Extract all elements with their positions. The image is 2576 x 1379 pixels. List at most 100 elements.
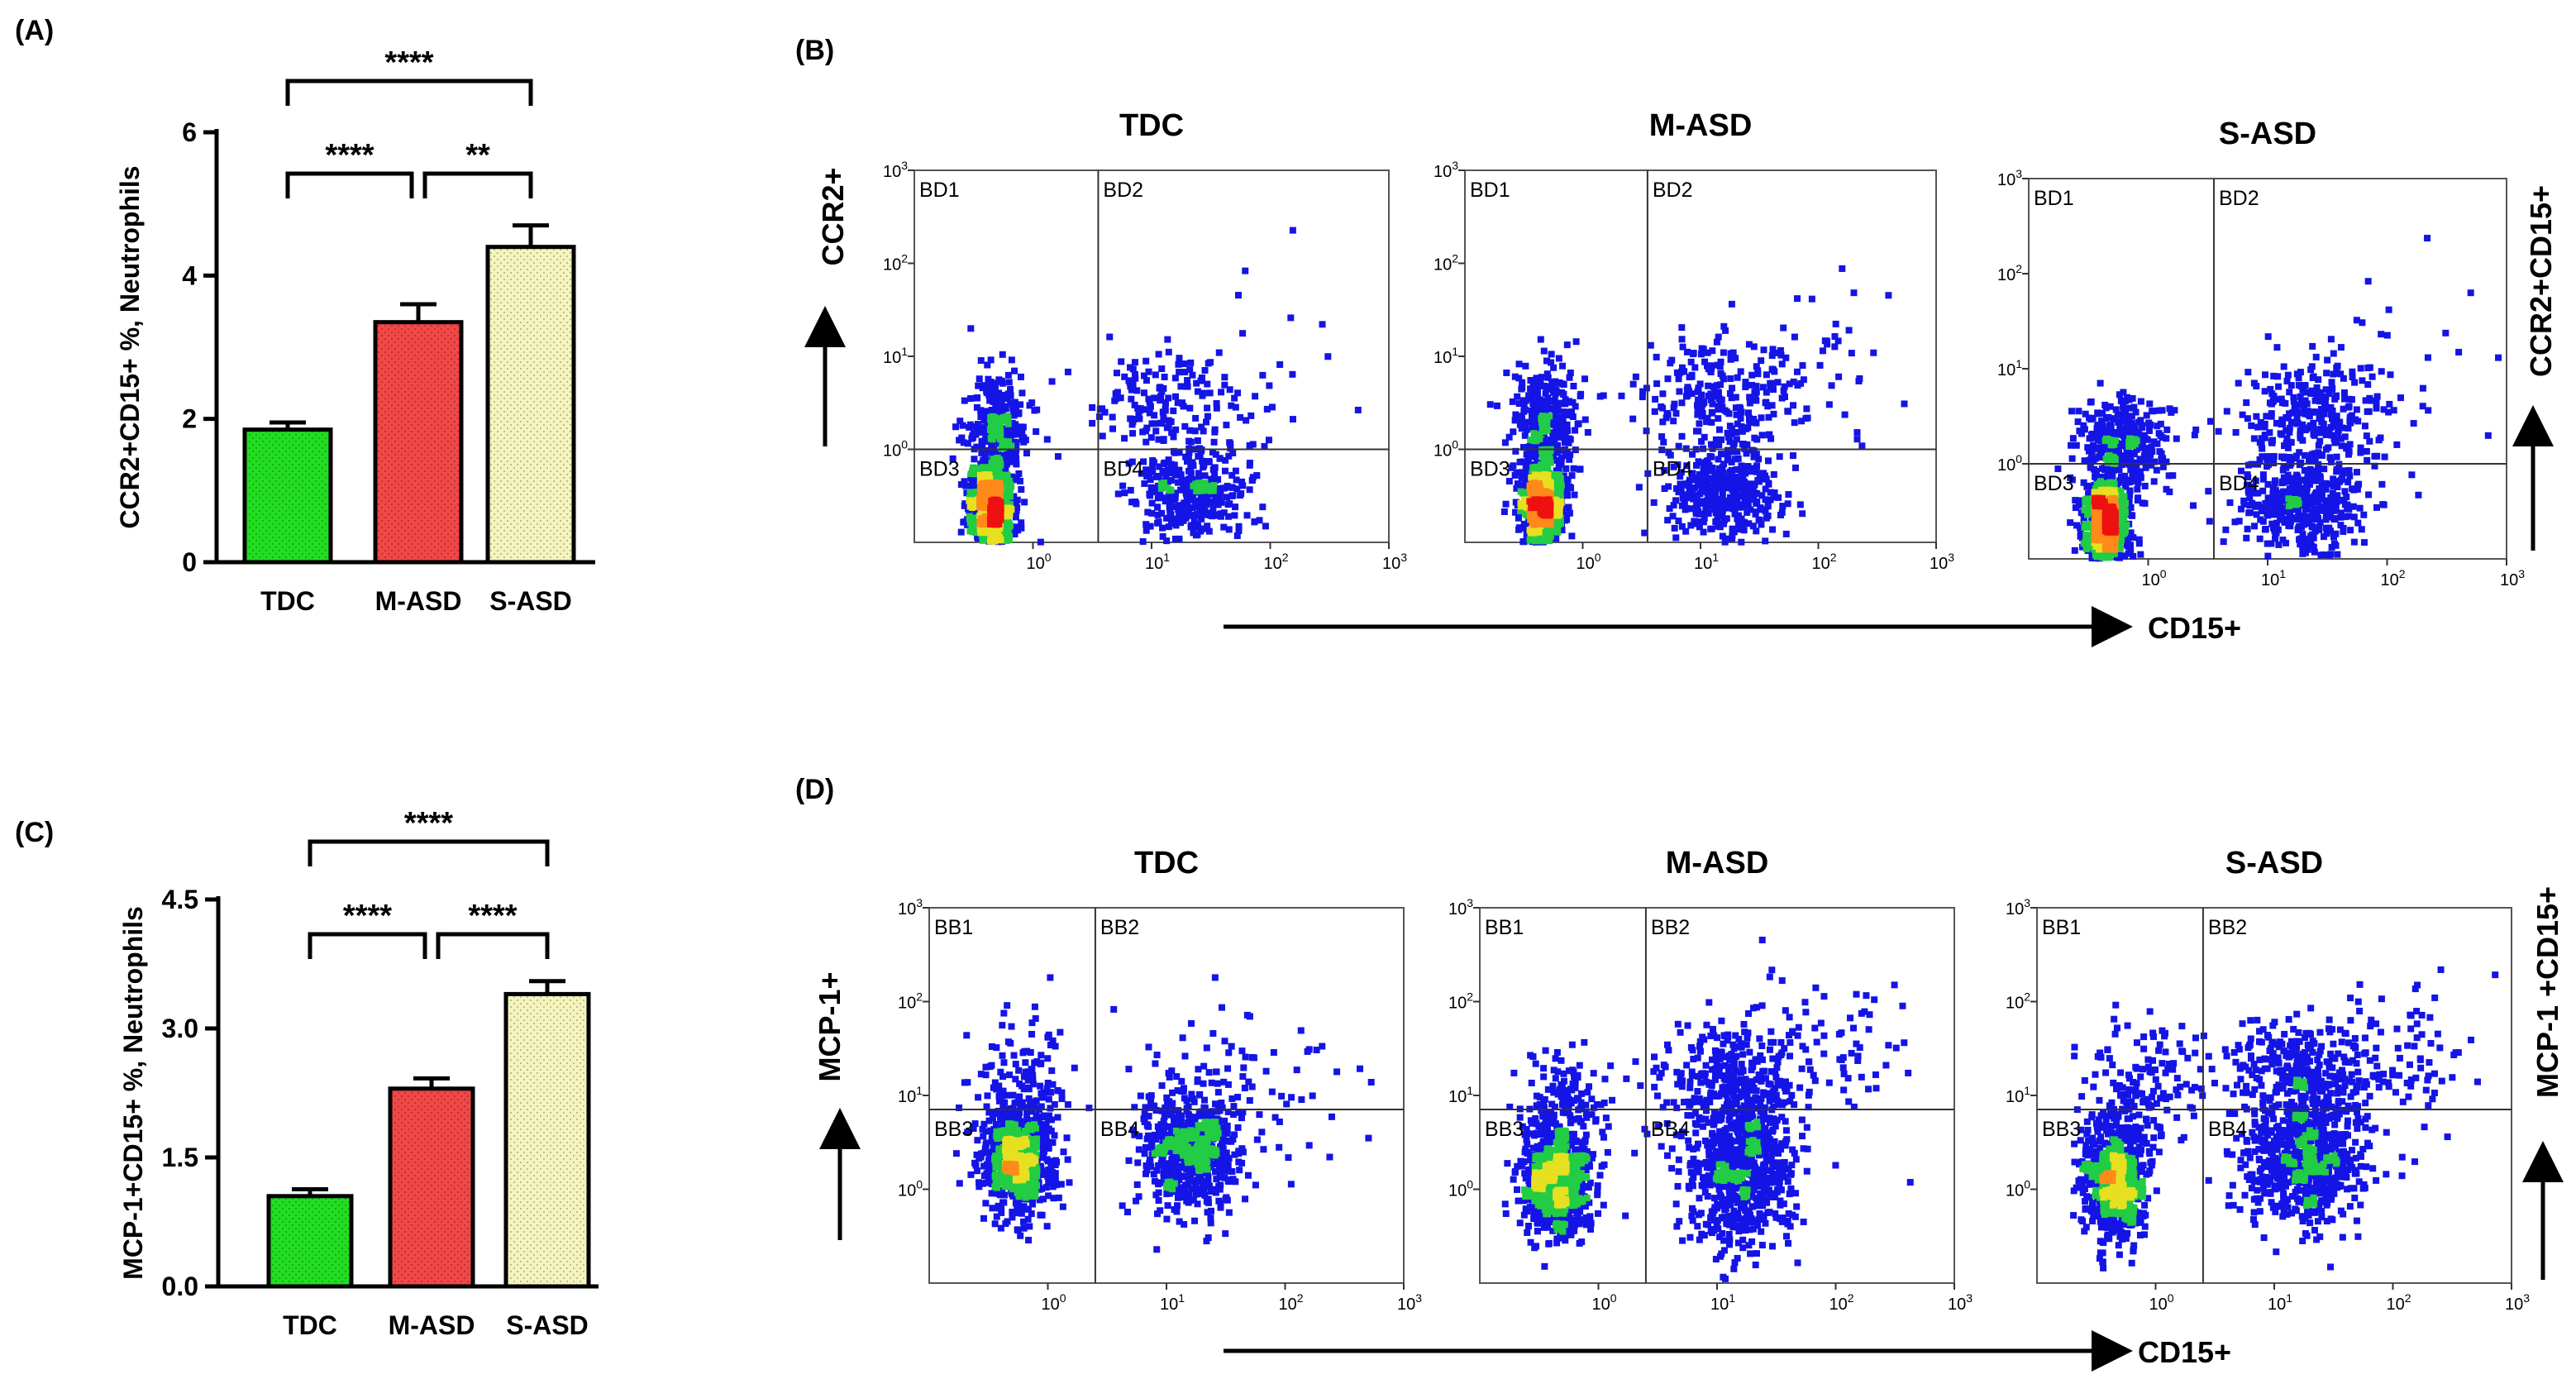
event-dot — [1276, 360, 1284, 368]
event-dot — [1683, 462, 1691, 470]
event-dot — [1529, 391, 1536, 398]
event-dot — [1565, 398, 1572, 405]
event-dot — [2169, 472, 2177, 480]
event-dot — [2090, 456, 2097, 464]
event-dot — [1162, 407, 1169, 414]
event-dot — [1703, 418, 1710, 426]
event-dot — [2332, 506, 2340, 513]
event-dot — [1222, 456, 1229, 464]
event-dot — [1684, 392, 1691, 399]
event-dot — [1715, 456, 1722, 463]
event-dot — [2264, 480, 2272, 488]
event-dot — [2262, 371, 2269, 379]
event-dot — [1738, 422, 1745, 430]
event-dot — [1140, 389, 1147, 397]
x-tick-label: 103 — [1930, 551, 1954, 573]
event-dot — [1726, 431, 1734, 438]
event-dot — [2308, 457, 2316, 465]
event-dot — [1669, 513, 1677, 520]
event-dot — [995, 389, 1003, 397]
event-dot — [1719, 489, 1726, 497]
event-dot — [1187, 438, 1195, 446]
event-dot — [1223, 494, 1230, 501]
event-dot — [2318, 490, 2326, 498]
event-dot — [1679, 494, 1686, 502]
event-dot — [2334, 362, 2341, 370]
event-dot — [1208, 477, 1215, 484]
event-dot — [2081, 457, 2088, 465]
event-dot — [2294, 420, 2302, 427]
event-dot — [2256, 439, 2264, 446]
event-dot — [2302, 382, 2309, 389]
event-dot — [1758, 521, 1765, 528]
event-dot — [1199, 457, 1206, 465]
event-dot — [1007, 385, 1014, 393]
event-dot — [1729, 444, 1737, 451]
event-dot — [1218, 389, 1225, 396]
event-dot — [1004, 420, 1012, 427]
event-dot — [1210, 482, 1218, 489]
event-dot — [2268, 540, 2275, 547]
event-dot — [2311, 527, 2319, 535]
significance-bracket — [285, 79, 533, 106]
event-dot — [2097, 437, 2105, 445]
event-dot — [2146, 400, 2154, 408]
event-dot — [1181, 508, 1188, 515]
event-dot — [2307, 470, 2315, 478]
event-dot — [1522, 362, 1529, 370]
event-dot — [1750, 447, 1758, 455]
event-dot — [2344, 505, 2351, 513]
event-dot — [1170, 407, 1177, 414]
event-dot — [1724, 498, 1732, 505]
event-dot — [1764, 403, 1772, 410]
event-dot — [2305, 513, 2312, 520]
event-dot — [1729, 448, 1736, 456]
event-dot — [1177, 471, 1185, 479]
event-dot — [1101, 408, 1109, 416]
event-dot — [1006, 532, 1014, 540]
event-dot — [2096, 410, 2103, 418]
event-dot — [2127, 548, 2135, 556]
event-dot — [1541, 414, 1548, 422]
event-dot — [2373, 404, 2380, 412]
event-dot — [990, 456, 997, 463]
event-dot — [2334, 551, 2341, 558]
event-dot — [1704, 349, 1711, 356]
event-dot — [2361, 422, 2368, 430]
event-dot — [1529, 503, 1536, 511]
event-dot — [1704, 414, 1711, 422]
x-tick-label: 100 — [1027, 551, 1052, 573]
event-dot — [1571, 491, 1578, 499]
event-dot — [1161, 459, 1168, 466]
event-dot — [1207, 359, 1214, 366]
event-dot — [1679, 343, 1686, 351]
significance-label: **** — [384, 45, 433, 80]
event-dot — [2270, 511, 2278, 518]
event-dot — [1553, 484, 1560, 491]
event-dot — [967, 470, 975, 478]
event-dot — [1693, 498, 1701, 505]
event-dot — [1737, 368, 1744, 375]
event-dot — [2380, 501, 2388, 508]
event-dot — [1154, 487, 1162, 494]
event-dot — [2129, 512, 2136, 519]
event-dot — [2117, 519, 2125, 527]
event-dot — [1012, 513, 1019, 521]
event-dot — [2128, 421, 2135, 428]
event-dot — [1777, 351, 1785, 359]
event-dot — [2074, 418, 2082, 426]
event-dot — [1769, 346, 1777, 353]
event-dot — [1168, 492, 1176, 499]
event-dot — [1825, 401, 1833, 408]
event-dot — [1139, 538, 1147, 546]
event-dot — [985, 387, 992, 394]
event-dot — [1217, 510, 1224, 518]
event-dot — [1234, 389, 1242, 397]
event-dot — [2120, 416, 2128, 423]
event-dot — [1696, 380, 1704, 388]
event-dot — [1154, 494, 1162, 502]
event-dot — [966, 503, 974, 510]
event-dot — [2157, 420, 2164, 427]
event-dot — [2278, 421, 2285, 428]
event-dot — [1563, 516, 1571, 523]
